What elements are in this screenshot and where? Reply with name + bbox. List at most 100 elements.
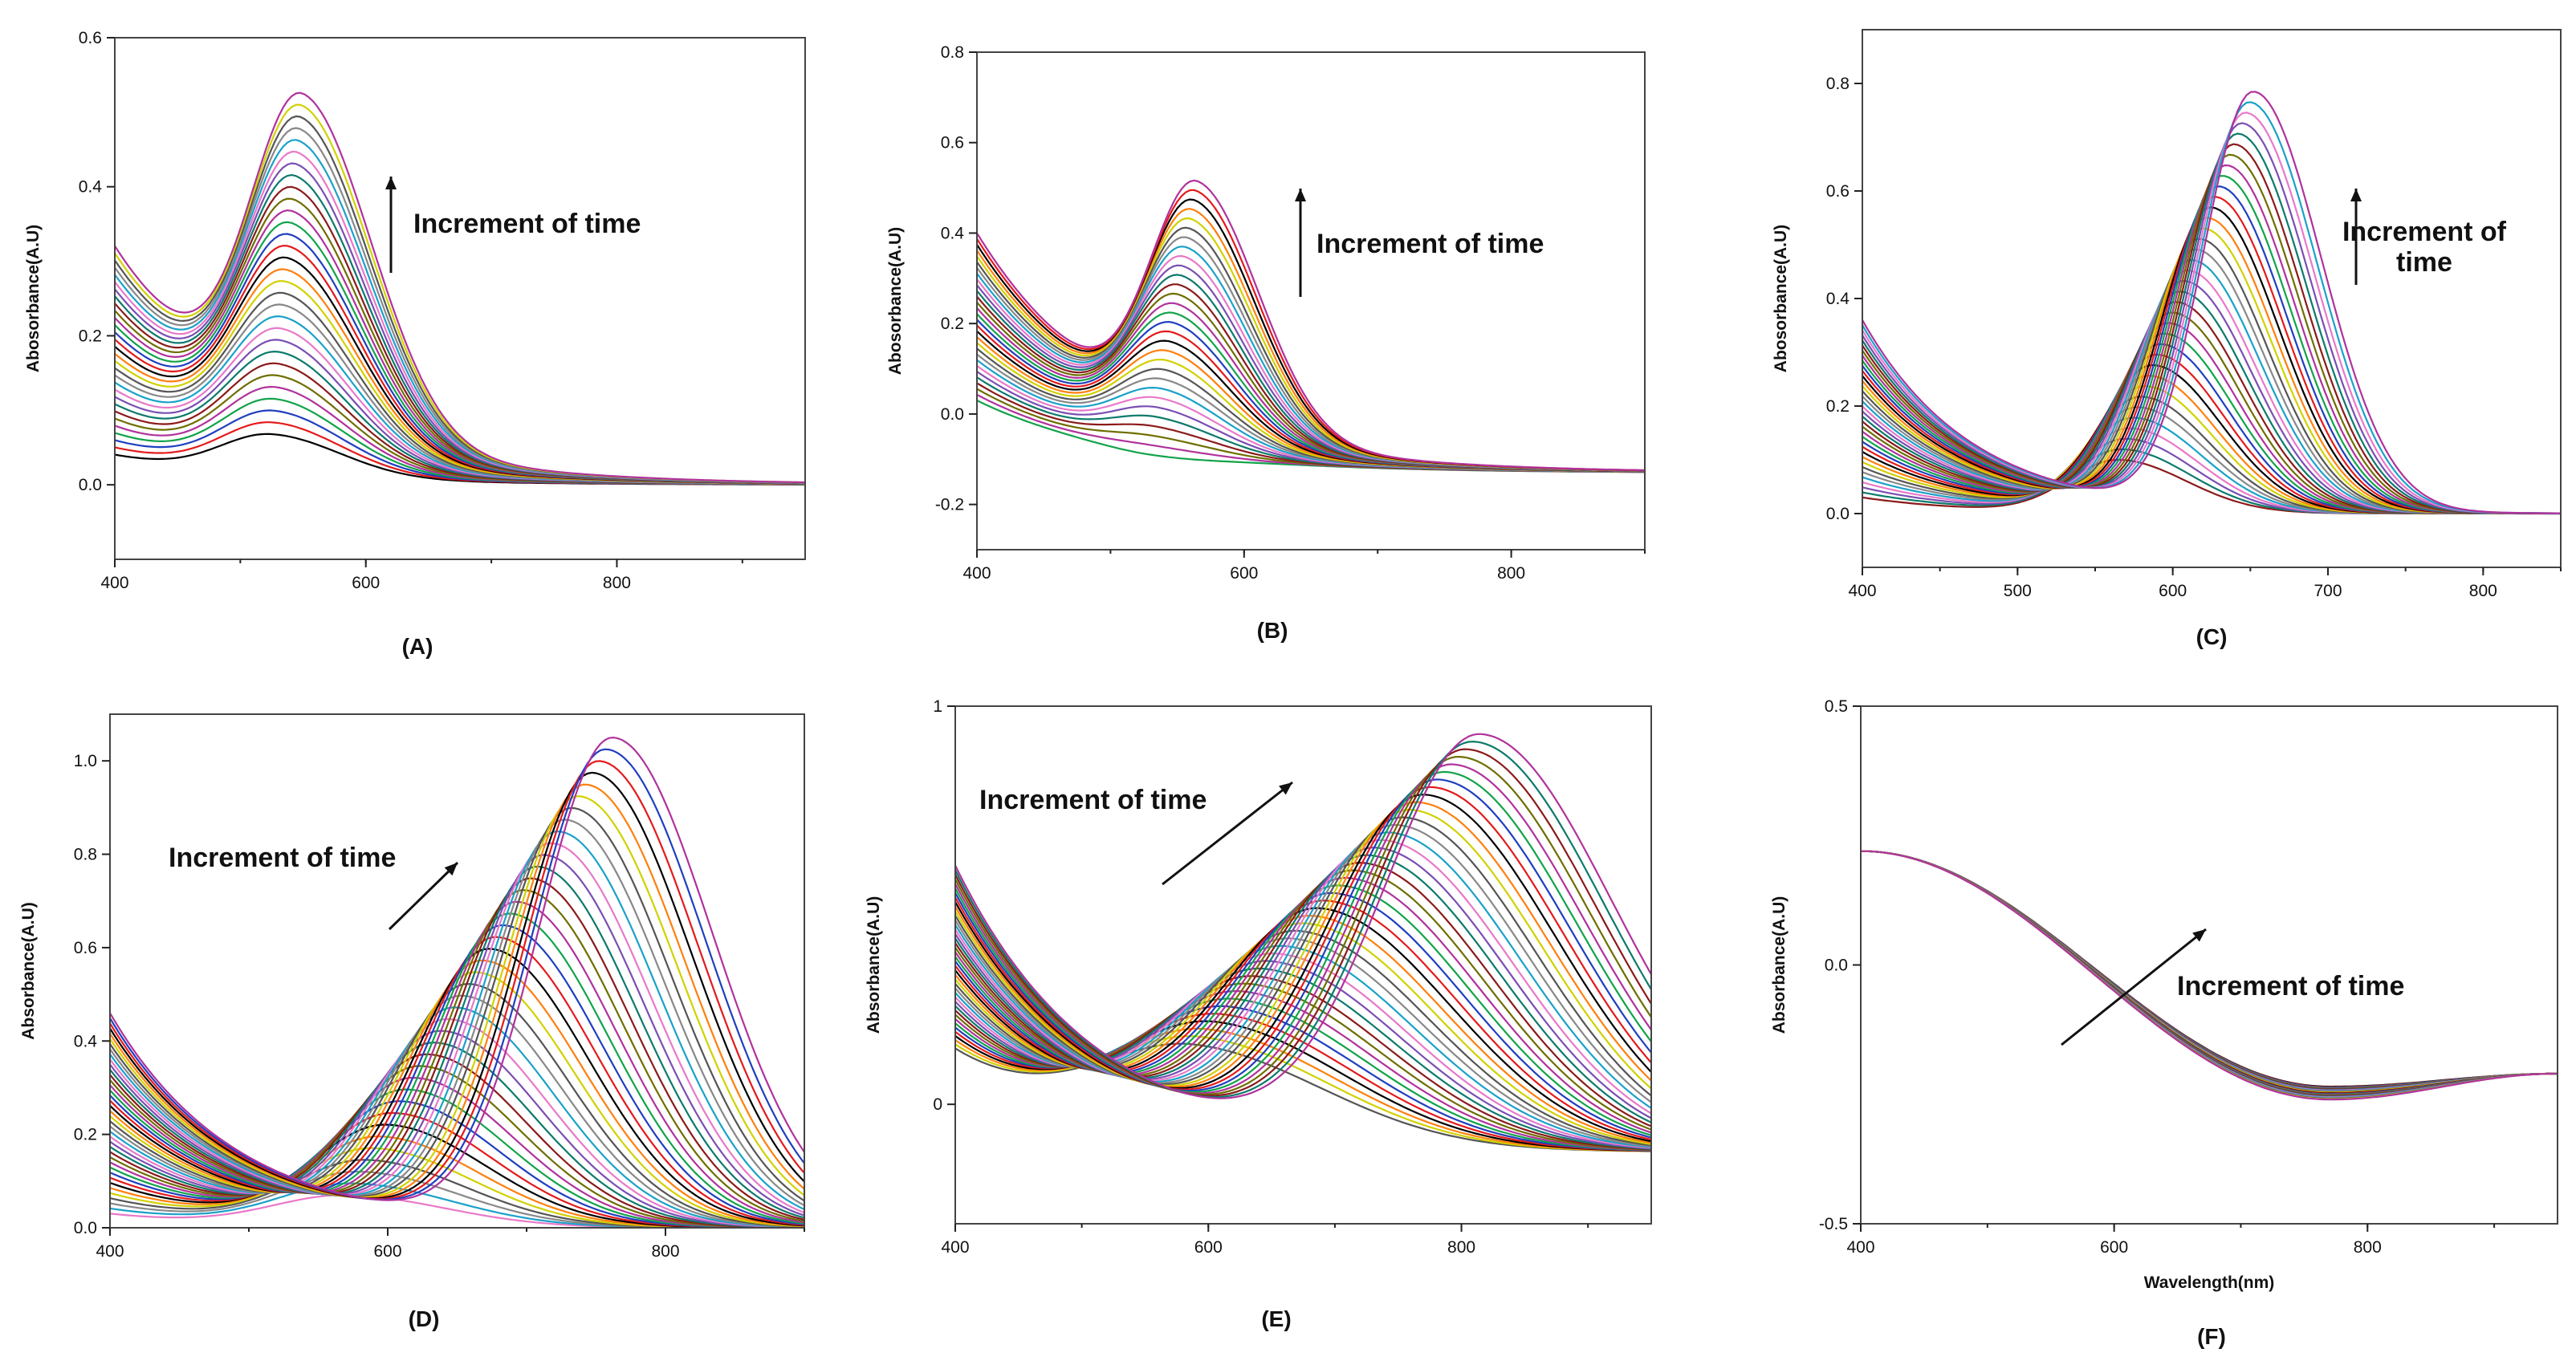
time-arrow [1162, 781, 1293, 886]
spectrum-series-30 [955, 823, 1651, 1103]
spectrum-series-39 [110, 748, 804, 1200]
x-tick-label: 800 [1447, 1238, 1475, 1257]
spectrum-series-25 [110, 912, 804, 1225]
spectrum-series-32 [110, 830, 804, 1211]
y-tick-label: 0.2 [1826, 397, 1850, 416]
spectrum-series-24 [110, 924, 804, 1225]
spectrum-series-27 [977, 208, 1645, 472]
time-arrow-head [2350, 189, 2362, 201]
spectrum-series-38 [110, 760, 804, 1200]
y-tick-label: 0.0 [79, 476, 102, 494]
y-axis-label: Absorbance(A.U) [865, 896, 883, 1034]
spectrum-series-26 [955, 854, 1651, 1123]
spectrum-series-34 [110, 806, 804, 1202]
x-tick-label: 400 [100, 574, 128, 592]
spectrum-series-14 [110, 1042, 804, 1228]
spectrum-series-20 [110, 971, 804, 1228]
y-axis-label: Absorbance(A.U) [19, 902, 38, 1040]
y-tick-label: 0.0 [1826, 505, 1850, 523]
y-tick-label: 1 [933, 697, 942, 716]
panel-label: (F) [2197, 1324, 2226, 1349]
spectrum-series-29 [955, 831, 1651, 1109]
series-group [955, 733, 1651, 1152]
spectrum-series-19 [110, 983, 804, 1228]
time-arrow [388, 861, 459, 931]
spectrum-series-33 [1862, 122, 2561, 514]
y-tick-label: 0.8 [74, 846, 97, 864]
spectrum-series-36 [955, 778, 1651, 1092]
spectrum-series-25 [955, 862, 1651, 1127]
spectrum-series-41 [955, 741, 1651, 1099]
x-tick-label: 400 [1846, 1238, 1874, 1257]
plot-frame [1860, 705, 2558, 1225]
chart-panel-b: 400 600 800 -0.2 0.0 0.2 0.4 0.6 0.8 Abosorbance(… [886, 43, 1646, 643]
y-tick-label: 0.8 [1826, 75, 1850, 93]
x-tick-label: 600 [1230, 564, 1258, 583]
annotation-increment-of-time: Increment of time [979, 785, 1207, 815]
y-tick-label: 0.5 [1825, 697, 1848, 716]
chart-panel-c: 400 500 600 700 800 0.0 0.2 0.4 0.6 0.8 Abosorbanc… [1772, 29, 2562, 649]
y-tick-label: 0.6 [1826, 182, 1850, 201]
annotation-increment-of-time: Increment of time [2177, 971, 2404, 1001]
x-tick-label: 800 [1497, 564, 1525, 583]
annotation-increment-of-time: Increment of time [2342, 217, 2507, 278]
time-arrow-head [444, 863, 458, 876]
series-group [1862, 91, 2561, 515]
y-axis-label: Absorbance(A.U) [1770, 896, 1789, 1034]
spectrum-series-35 [110, 795, 804, 1199]
x-tick-label: 600 [2159, 582, 2187, 600]
y-tick-label: 0.6 [74, 939, 97, 957]
spectrum-series-15 [110, 1030, 804, 1228]
y-tick-label: 0.4 [941, 224, 965, 242]
series-group [977, 179, 1645, 473]
spectrum-series-33 [110, 819, 804, 1207]
y-tick-label: -0.2 [935, 496, 964, 514]
y-tick-label: 0.4 [74, 1032, 98, 1050]
panel-label: (A) [402, 634, 433, 659]
series-group [115, 91, 805, 485]
spectrum-series-34 [955, 794, 1651, 1089]
y-tick-label: 0.0 [74, 1219, 97, 1237]
x-tick-label: 400 [941, 1238, 969, 1257]
x-tick-label: 400 [1848, 582, 1876, 600]
x-tick-label: 800 [603, 574, 631, 592]
spectrum-series-32 [955, 809, 1651, 1090]
spectrum-series-30 [110, 854, 804, 1217]
y-tick-label: 0.6 [941, 134, 964, 152]
x-tick-label: 700 [2314, 582, 2342, 600]
time-arrow-head [2192, 929, 2206, 942]
y-tick-label: 0.6 [79, 29, 102, 47]
plot-frame [109, 713, 805, 1229]
spectrum-series-29 [110, 865, 804, 1219]
y-tick-label: 0.2 [941, 315, 964, 333]
spectrum-series-27 [110, 889, 804, 1222]
spectrum-series-30 [115, 91, 805, 484]
annotation-increment-of-time: Increment of time [413, 209, 641, 239]
panel-label: (B) [1257, 618, 1288, 643]
x-tick-label: 600 [2100, 1238, 2128, 1257]
spectrum-series-40 [110, 737, 804, 1201]
spectrum-series-40 [955, 748, 1651, 1097]
x-tick-label: 800 [2469, 582, 2497, 600]
panel-label: (C) [2196, 624, 2228, 649]
y-tick-label: 0.0 [1825, 957, 1848, 975]
spectrum-series-30 [1861, 850, 2558, 1101]
annotation-increment-of-time: Increment of time [169, 843, 396, 873]
spectrum-series-13 [110, 1053, 804, 1228]
spectrum-series-17 [110, 1006, 804, 1228]
y-axis-label: Abosorbance(A.U) [886, 227, 905, 375]
spectrum-series-26 [115, 139, 805, 484]
x-tick-label: 400 [962, 564, 991, 583]
x-tick-label: 600 [1194, 1238, 1223, 1257]
annotation-increment-of-time: Increment of time [1316, 229, 1544, 259]
spectrum-series-2 [955, 1035, 1651, 1152]
spectrum-series-23 [110, 936, 804, 1226]
x-tick-label: 400 [96, 1242, 124, 1261]
y-axis-label: Abosorbance(A.U) [24, 225, 43, 372]
spectrum-series-16 [110, 1018, 804, 1228]
plot-frame [114, 37, 806, 560]
spectrum-series-26 [110, 900, 804, 1224]
spectrum-series-36 [110, 783, 804, 1199]
time-arrow-head [1295, 189, 1306, 201]
